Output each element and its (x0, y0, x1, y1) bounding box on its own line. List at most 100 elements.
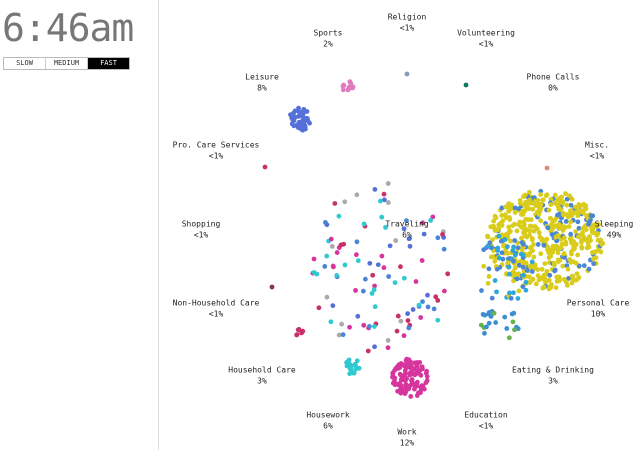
dot (360, 288, 366, 294)
dot (486, 266, 492, 272)
speed-button[interactable]: MEDIUM (46, 58, 88, 69)
dot (571, 245, 576, 251)
dot (342, 199, 348, 205)
dot (330, 263, 336, 269)
activity-label: Leisure (245, 73, 279, 82)
dot (517, 259, 523, 265)
dot (355, 258, 361, 264)
dot (486, 310, 492, 315)
dot (362, 276, 368, 282)
dot (398, 386, 404, 392)
activity-share: 10% (591, 310, 606, 319)
activity-label: Pro. Care Services (173, 141, 260, 150)
dot (555, 212, 560, 218)
dot (565, 214, 571, 220)
speed-button[interactable]: SLOW (4, 58, 46, 69)
dot (560, 263, 566, 269)
dot (492, 278, 498, 283)
dot (520, 241, 526, 247)
dot (463, 82, 469, 88)
dot (552, 268, 558, 274)
dot (395, 313, 401, 319)
dot (311, 256, 317, 262)
dot (575, 234, 581, 240)
activity-share: <1% (400, 24, 415, 33)
dot (403, 389, 409, 395)
speed-button[interactable]: FAST (88, 58, 129, 69)
dot (507, 271, 512, 277)
dot (589, 227, 595, 233)
dot (522, 225, 528, 231)
dot (520, 284, 526, 290)
dot (552, 192, 558, 198)
dot (393, 238, 399, 243)
dot (328, 319, 334, 325)
dot (549, 232, 555, 237)
dot (398, 318, 404, 324)
dot (549, 282, 554, 287)
dot (418, 390, 423, 396)
dot (400, 377, 406, 383)
dot (546, 248, 552, 254)
dot (591, 256, 596, 262)
dot (329, 243, 335, 249)
dot (297, 125, 303, 131)
dot (527, 280, 533, 286)
dot (424, 368, 430, 374)
activity-share: 8% (257, 84, 267, 93)
dot (591, 261, 597, 267)
dot (538, 218, 544, 224)
activity-label: Shopping (182, 220, 221, 229)
dot (340, 332, 346, 338)
dot (554, 238, 560, 244)
dot (375, 262, 381, 268)
dot (381, 191, 387, 197)
dot (479, 288, 484, 293)
dot (534, 226, 540, 232)
dot (530, 206, 536, 212)
activity-share: 2% (323, 40, 333, 49)
dot (480, 312, 486, 317)
dot (512, 238, 518, 243)
activity-label: Phone Calls (527, 73, 580, 82)
divider (158, 0, 159, 450)
dot (487, 240, 493, 246)
dot (305, 118, 311, 124)
activity-label: Work (397, 428, 416, 437)
dot (512, 265, 518, 271)
dot (579, 245, 585, 251)
dot (514, 276, 520, 282)
dot (557, 195, 563, 201)
dot (506, 224, 512, 230)
dot (503, 204, 509, 210)
dot (538, 192, 544, 197)
dot (485, 280, 491, 286)
dot (569, 280, 575, 286)
dot (371, 324, 377, 329)
dot (369, 291, 375, 296)
activity-share: <1% (590, 152, 605, 161)
dot (548, 202, 554, 207)
dot (522, 233, 528, 239)
clock: 6:46am (2, 6, 134, 50)
dot (324, 294, 330, 300)
dot (568, 231, 574, 237)
dot (425, 304, 431, 310)
dot (397, 371, 403, 377)
dot (541, 272, 547, 278)
dot (414, 364, 420, 370)
dot (546, 286, 552, 292)
dot (499, 250, 505, 256)
dot (546, 207, 552, 213)
dot (536, 202, 542, 208)
dot (372, 304, 378, 310)
dot (527, 232, 532, 238)
dot (568, 219, 573, 225)
dot (512, 327, 517, 333)
dot (553, 234, 559, 240)
dot (300, 125, 306, 131)
dot (316, 305, 322, 311)
dot (370, 272, 376, 278)
dot (401, 333, 407, 339)
dot (511, 278, 516, 284)
